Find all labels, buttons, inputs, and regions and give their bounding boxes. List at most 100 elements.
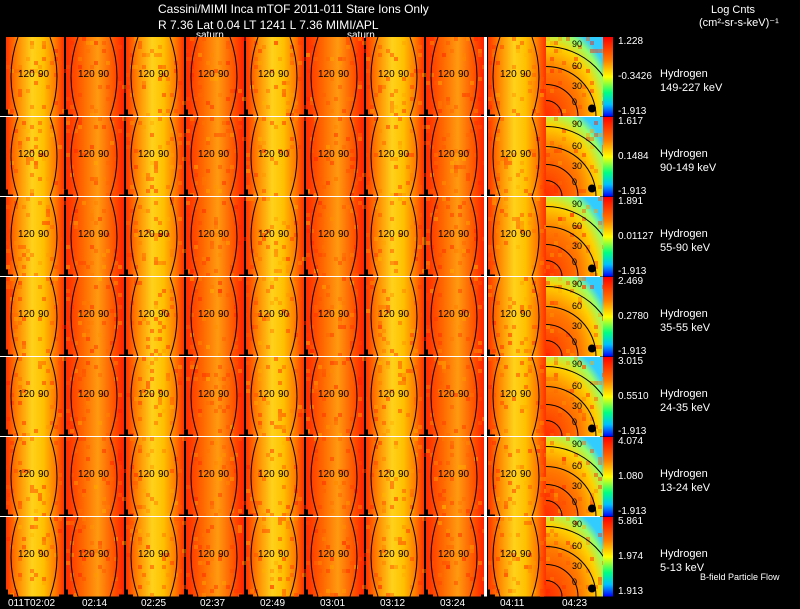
contour-90 xyxy=(169,196,178,277)
inset-arc xyxy=(545,324,579,357)
contour-label: 120 xyxy=(438,389,455,400)
colorbar-value: -1.913 xyxy=(618,265,647,277)
crosshair-marker xyxy=(184,589,188,604)
inset-label: 30 xyxy=(572,401,582,411)
contour-label: 120 xyxy=(258,549,275,560)
contour-label: 90 xyxy=(458,149,470,160)
contour-90 xyxy=(289,516,298,597)
row-divider xyxy=(0,116,600,117)
contour-label: 90 xyxy=(398,149,410,160)
image-tile: 120 90 xyxy=(481,116,548,204)
inset-arc xyxy=(545,126,617,197)
contour-90 xyxy=(229,276,238,357)
contour-90 xyxy=(289,196,298,277)
contour-label: 90 xyxy=(278,69,290,80)
heatmap-row: 120 90 120 90 120 90 120 90 120 90 120 90 120 90 120 90… xyxy=(0,116,617,204)
crosshair-marker xyxy=(4,589,8,604)
energy-label: 24-35 keV xyxy=(660,402,711,414)
contour-label: 120 xyxy=(258,69,275,80)
contour-label: 120 xyxy=(378,309,395,320)
inset-arc xyxy=(545,286,617,357)
contour-label: 90 xyxy=(98,469,110,480)
colorbar-value: -0.3426 xyxy=(618,70,652,82)
image-tile: 120 90 xyxy=(299,196,366,284)
contour-120 xyxy=(190,36,199,117)
contour-90 xyxy=(49,116,58,197)
contour-120 xyxy=(370,196,379,277)
contour-label: 90 xyxy=(520,549,532,560)
contour-90 xyxy=(109,276,118,357)
contour-label: 90 xyxy=(278,229,290,240)
contour-label: 120 xyxy=(500,309,517,320)
colorbar-value: -1.913 xyxy=(618,505,647,517)
contour-label: 90 xyxy=(98,309,110,320)
inset-label: 60 xyxy=(572,381,582,391)
contour-label: 120 xyxy=(318,229,335,240)
contour-90 xyxy=(349,116,358,197)
contour-label: 90 xyxy=(218,229,230,240)
crosshair-marker xyxy=(486,589,490,604)
contour-label: 90 xyxy=(218,149,230,160)
inset-label: 0 xyxy=(572,177,577,187)
contour-label: 90 xyxy=(338,549,350,560)
time-label: 04:23 xyxy=(562,598,588,609)
contour-120 xyxy=(10,196,19,277)
contour-90 xyxy=(349,436,358,517)
contour-label: 90 xyxy=(98,229,110,240)
contour-label: 90 xyxy=(458,549,470,560)
image-tile: 120 90 xyxy=(59,356,124,444)
image-tile: 120 90 xyxy=(359,356,424,444)
image-tile: 120 90 xyxy=(0,36,66,124)
contour-120 xyxy=(70,356,79,437)
contour-label: 90 xyxy=(338,469,350,480)
contour-label: 120 xyxy=(500,229,517,240)
gap-separator xyxy=(484,437,487,517)
contour-label: 90 xyxy=(38,389,50,400)
contour-90 xyxy=(229,356,238,437)
contour-label: 90 xyxy=(158,69,170,80)
colorbar-value: 0.01127 xyxy=(618,230,654,242)
image-tile: 120 90 xyxy=(239,36,306,124)
contour-120 xyxy=(130,436,139,517)
inset-arc xyxy=(545,564,579,597)
contour-label: 120 xyxy=(500,549,517,560)
contour-label: 90 xyxy=(520,229,532,240)
image-tile: 120 90 xyxy=(179,436,246,524)
image-tile: 120 90 xyxy=(419,516,486,604)
row-label: Hydrogen 55-90 keV xyxy=(660,227,710,255)
gap-separator xyxy=(484,37,487,117)
image-tile: 120 90 xyxy=(119,116,186,204)
image-tile: 120 90 xyxy=(419,276,486,364)
contour-120 xyxy=(130,196,139,277)
contour-label: 90 xyxy=(398,69,410,80)
colorbar xyxy=(603,437,613,517)
contour-90 xyxy=(349,196,358,277)
image-tile: 120 90 xyxy=(59,36,126,124)
contour-label: 90 xyxy=(98,389,110,400)
contour-90 xyxy=(409,276,418,357)
spacecraft-dot xyxy=(588,424,596,433)
colorbar-value: 0.5510 xyxy=(618,390,649,402)
contour-120 xyxy=(430,276,439,357)
contour-label: 90 xyxy=(520,389,532,400)
inset-arc xyxy=(545,526,617,597)
contour-90 xyxy=(531,356,540,437)
pitch-angle-inset: 90 60 30 0 xyxy=(545,37,617,117)
inset-label: 0 xyxy=(572,257,577,267)
gap-separator xyxy=(484,197,487,277)
contour-120 xyxy=(190,276,199,357)
contour-90 xyxy=(531,276,540,357)
image-tile: 120 90 xyxy=(419,436,486,524)
contour-120 xyxy=(250,196,259,277)
contour-90 xyxy=(349,36,358,117)
contour-120 xyxy=(492,276,501,357)
inset-label: 60 xyxy=(572,221,582,231)
inset-arc xyxy=(545,180,563,197)
contour-label: 120 xyxy=(438,549,455,560)
contour-label: 90 xyxy=(398,229,410,240)
contour-90 xyxy=(49,516,58,597)
inset-arc xyxy=(545,260,563,277)
contour-120 xyxy=(10,436,19,517)
image-tile: 120 90 xyxy=(179,516,246,604)
gap-separator xyxy=(484,357,487,437)
